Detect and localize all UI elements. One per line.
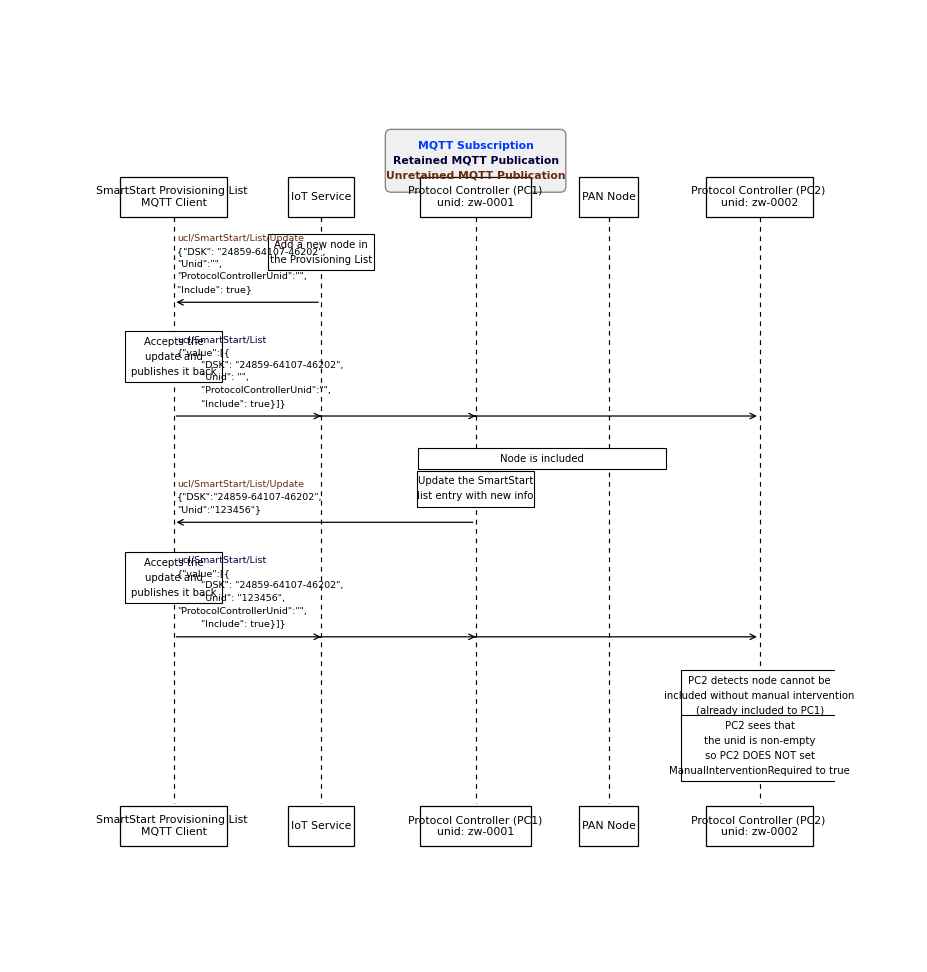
Text: Accepts the: Accepts the — [144, 558, 203, 568]
Text: SmartStart Provisioning List 
MQTT Client: SmartStart Provisioning List MQTT Client — [95, 186, 251, 208]
Bar — [578, 806, 638, 847]
Text: "ProtocolControllerUnid":"",: "ProtocolControllerUnid":"", — [177, 272, 307, 281]
Bar — [416, 470, 534, 506]
Text: Unretained MQTT Publication: Unretained MQTT Publication — [386, 171, 565, 181]
Text: ucl/SmartStart/List/Update: ucl/SmartStart/List/Update — [177, 234, 304, 243]
Text: list entry with new info: list entry with new info — [417, 491, 533, 502]
Text: Protocol Controller (PC2) 
unid: zw-0002: Protocol Controller (PC2) unid: zw-0002 — [690, 816, 828, 837]
Text: Retained MQTT Publication: Retained MQTT Publication — [392, 156, 558, 166]
Bar — [125, 552, 222, 603]
Text: "DSK": "24859-64107-46202",: "DSK": "24859-64107-46202", — [177, 361, 343, 369]
Bar — [705, 806, 812, 847]
Text: publishes it back: publishes it back — [131, 366, 216, 377]
Text: ManualInterventionRequired to true: ManualInterventionRequired to true — [668, 766, 849, 776]
Text: Accepts the: Accepts the — [144, 337, 203, 347]
Text: "ProtocolControllerUnid":"",: "ProtocolControllerUnid":"", — [177, 386, 331, 395]
Bar — [125, 331, 222, 382]
Text: publishes it back: publishes it back — [131, 588, 216, 598]
Text: PAN Node: PAN Node — [581, 191, 635, 202]
Text: "Include": true}]}: "Include": true}]} — [177, 619, 286, 629]
Text: "Unid": "123456",: "Unid": "123456", — [177, 594, 285, 604]
Text: IoT Service: IoT Service — [290, 821, 350, 831]
Text: the Provisioning List: the Provisioning List — [270, 255, 372, 264]
Bar — [419, 806, 531, 847]
Text: {"DSK":"24859-64107-46202",: {"DSK":"24859-64107-46202", — [177, 493, 323, 502]
Text: "Include": true}]}: "Include": true}]} — [177, 399, 286, 408]
Text: "ProtocolControllerUnid":"",: "ProtocolControllerUnid":"", — [177, 607, 307, 616]
Text: "DSK": "24859-64107-46202",: "DSK": "24859-64107-46202", — [177, 581, 343, 590]
Bar — [680, 671, 837, 721]
Text: update and: update and — [145, 573, 202, 582]
Text: "Include": true}: "Include": true} — [177, 285, 252, 294]
Text: SmartStart Provisioning List 
MQTT Client: SmartStart Provisioning List MQTT Client — [95, 816, 251, 837]
Bar — [287, 177, 354, 217]
Text: PAN Node: PAN Node — [581, 821, 635, 831]
Text: (already included to PC1): (already included to PC1) — [695, 706, 823, 716]
Bar — [680, 715, 837, 781]
Text: update and: update and — [145, 352, 202, 362]
Bar — [705, 177, 812, 217]
Text: IoT Service: IoT Service — [290, 191, 350, 202]
Bar — [419, 177, 531, 217]
Text: Protocol Controller (PC1)
unid: zw-0001: Protocol Controller (PC1) unid: zw-0001 — [408, 186, 542, 208]
Text: ucl/SmartStart/List/Update: ucl/SmartStart/List/Update — [177, 479, 304, 489]
Text: Node is included: Node is included — [500, 454, 583, 464]
Text: PC2 detects node cannot be: PC2 detects node cannot be — [688, 676, 830, 686]
Text: MQTT Subscription: MQTT Subscription — [417, 141, 533, 151]
Text: included without manual intervention: included without manual intervention — [664, 691, 854, 701]
Bar — [578, 177, 638, 217]
Text: the unid is non-empty: the unid is non-empty — [704, 736, 815, 746]
Text: so PC2 DOES NOT set: so PC2 DOES NOT set — [704, 750, 814, 761]
Bar — [121, 806, 226, 847]
Bar — [121, 177, 226, 217]
Text: ucl/SmartStart/List: ucl/SmartStart/List — [177, 556, 266, 565]
Text: ucl/SmartStart/List: ucl/SmartStart/List — [177, 335, 266, 344]
Text: Protocol Controller (PC2) 
unid: zw-0002: Protocol Controller (PC2) unid: zw-0002 — [690, 186, 828, 208]
Text: {"value":[{: {"value":[{ — [177, 569, 231, 577]
Text: {"DSK": "24859-64107-46202",: {"DSK": "24859-64107-46202", — [177, 247, 325, 256]
Text: "Unid":"123456"}: "Unid":"123456"} — [177, 505, 260, 514]
Text: "Unid": "",: "Unid": "", — [177, 373, 248, 382]
Bar — [268, 234, 374, 270]
FancyBboxPatch shape — [385, 129, 565, 192]
Text: Protocol Controller (PC1)
unid: zw-0001: Protocol Controller (PC1) unid: zw-0001 — [408, 816, 542, 837]
Bar — [418, 448, 666, 469]
Bar — [287, 806, 354, 847]
Text: {"value":[{: {"value":[{ — [177, 348, 231, 357]
Text: PC2 sees that: PC2 sees that — [724, 721, 794, 731]
Text: Update the SmartStart: Update the SmartStart — [417, 476, 533, 486]
Text: Add a new node in: Add a new node in — [273, 240, 367, 250]
Text: "Unid":"",: "Unid":"", — [177, 260, 222, 268]
